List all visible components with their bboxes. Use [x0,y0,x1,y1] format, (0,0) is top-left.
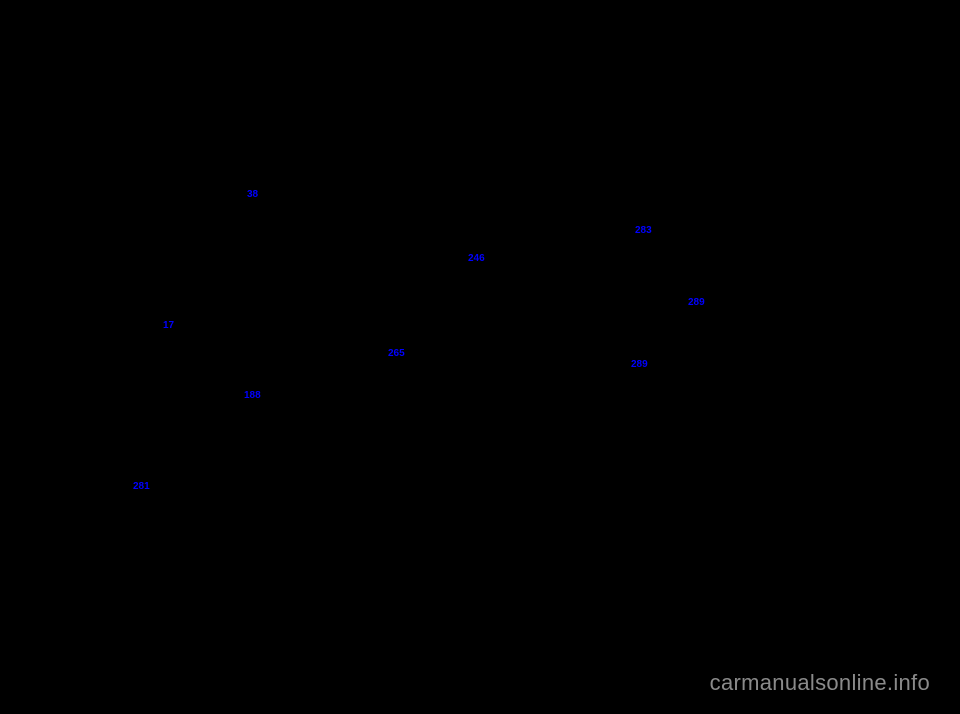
watermark-text: carmanualsonline.info [710,670,930,696]
page-ref[interactable]: 281 [133,482,150,492]
page-ref[interactable]: 188 [244,391,261,401]
page-ref[interactable]: 17 [163,321,174,331]
page-ref[interactable]: 246 [468,254,485,264]
page-ref[interactable]: 289 [631,360,648,370]
page-ref[interactable]: 289 [688,298,705,308]
page-ref[interactable]: 283 [635,226,652,236]
page-ref[interactable]: 265 [388,349,405,359]
page-ref[interactable]: 38 [247,190,258,200]
